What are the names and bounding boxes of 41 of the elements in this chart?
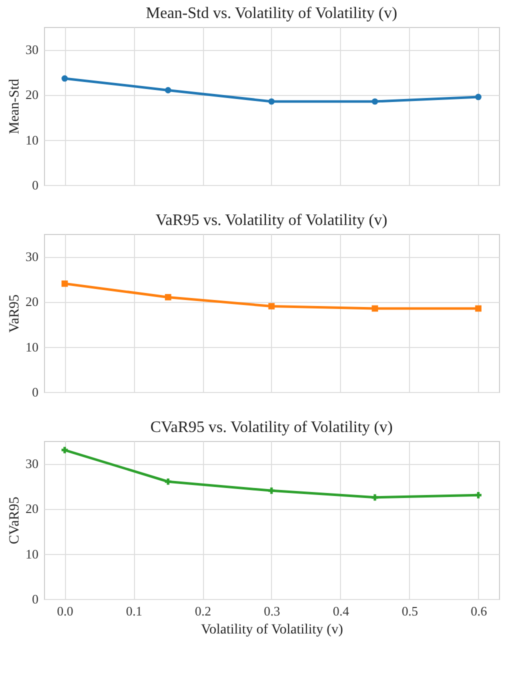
y-tick-label: 10 bbox=[26, 132, 38, 148]
point bbox=[372, 494, 378, 501]
y-tick-label: 20 bbox=[26, 501, 38, 516]
y-tick-label: 10 bbox=[26, 339, 38, 354]
y-axis-title: CVaR95 bbox=[8, 496, 22, 544]
x-tick-label: 0.1 bbox=[126, 604, 142, 618]
y-tick-label: 20 bbox=[26, 294, 38, 310]
y-tick-label: 30 bbox=[26, 249, 38, 264]
y-tick-label: 10 bbox=[26, 546, 38, 562]
x-tick-label: 0.0 bbox=[57, 604, 74, 618]
x-tick-label: 0.5 bbox=[402, 604, 418, 618]
y-tick-label: 0 bbox=[32, 178, 38, 192]
y-tick-label: 0 bbox=[32, 384, 38, 400]
y-tick-label: 20 bbox=[26, 87, 38, 102]
y-axis-title: VaR95 bbox=[8, 294, 22, 333]
x-tick-label: 0.3 bbox=[264, 604, 280, 618]
point bbox=[62, 75, 68, 82]
y-tick-label: 30 bbox=[26, 42, 38, 58]
point bbox=[62, 446, 68, 454]
point bbox=[475, 94, 482, 100]
point bbox=[164, 478, 172, 485]
point bbox=[62, 280, 68, 287]
point bbox=[372, 305, 378, 312]
x-tick-label: 0.2 bbox=[194, 604, 212, 618]
x-tick-label: 0.4 bbox=[332, 604, 350, 618]
chart-title: CVaR95 vs. Volatility of Volatility (v) bbox=[150, 419, 393, 436]
point bbox=[268, 487, 275, 494]
point bbox=[475, 492, 482, 498]
chart-title: VaR95 vs. Volatility of Volatility (v) bbox=[156, 212, 388, 229]
point bbox=[268, 98, 275, 105]
point bbox=[475, 305, 482, 312]
y-tick-label: 0 bbox=[32, 592, 38, 606]
y-tick-label: 30 bbox=[26, 456, 38, 472]
point bbox=[372, 98, 378, 105]
x-tick-label: 0.6 bbox=[470, 604, 488, 618]
point bbox=[268, 303, 275, 310]
x-axis-title: Volatility of Volatility (v) bbox=[201, 622, 344, 638]
point bbox=[164, 87, 172, 94]
point bbox=[164, 294, 172, 300]
y-axis-title: Mean-Std bbox=[8, 78, 22, 134]
chart-title: Mean-Std vs. Volatility of Volatility (v) bbox=[146, 5, 398, 22]
